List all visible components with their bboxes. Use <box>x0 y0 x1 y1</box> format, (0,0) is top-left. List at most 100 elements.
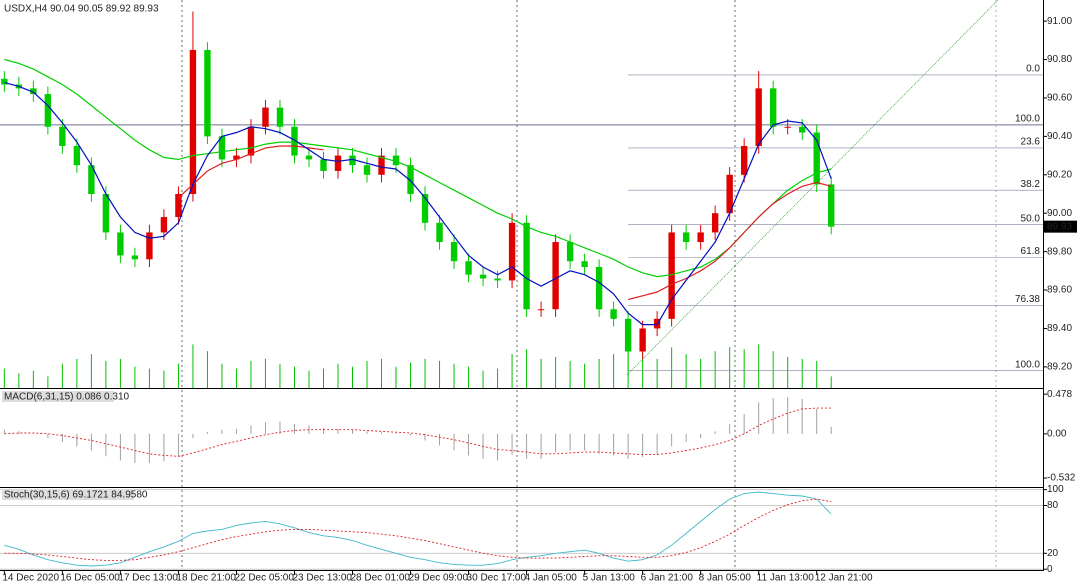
candle-body <box>407 165 414 194</box>
candle-body <box>668 232 675 319</box>
fib-label: 23.6 <box>1021 137 1041 148</box>
candle-body <box>552 242 559 310</box>
candle-body <box>595 266 603 310</box>
y-tick-label: 90.40 <box>1047 131 1072 142</box>
x-tick-label: 12 Jan 21:00 <box>815 573 873 584</box>
candle-body <box>828 184 835 227</box>
candle-body <box>624 318 632 352</box>
candle-body <box>465 261 472 275</box>
y-tick-label: 90.60 <box>1047 93 1072 104</box>
x-tick-label: 14 Dec 2020 <box>2 573 59 584</box>
indicator-line <box>177 145 832 301</box>
fib-label: 38.2 <box>1021 179 1041 190</box>
panel-title: USDX,H4 90.04 90.05 89.92 89.93 <box>4 4 159 15</box>
y-tick-label: -0.532 <box>1047 473 1076 484</box>
candle-body <box>711 213 719 233</box>
candle-body <box>218 136 226 160</box>
panel-title: MACD(6,31,15) 0.086 0.310 <box>4 392 130 403</box>
candle-body <box>131 255 139 260</box>
candle-body <box>682 232 690 243</box>
candle-body <box>421 194 429 223</box>
fib-label: 61.8 <box>1021 246 1041 257</box>
indicator-line <box>4 82 832 326</box>
y-tick-label: 89.40 <box>1047 323 1072 334</box>
x-tick-label: 28 Dec 01:00 <box>351 573 411 584</box>
candle-body <box>726 174 733 214</box>
y-tick-label: 90.20 <box>1047 169 1072 180</box>
last-price-box <box>1044 220 1077 233</box>
candle-body <box>392 155 400 166</box>
candle-body <box>363 165 371 175</box>
y-tick-label: 80 <box>1047 500 1059 511</box>
x-tick-label: 23 Dec 13:00 <box>292 573 352 584</box>
candle-body <box>378 155 385 175</box>
indicator-line <box>4 491 832 567</box>
fib-label: 0.0 <box>1026 64 1040 75</box>
candle-body <box>740 145 748 175</box>
candle-body <box>88 165 95 194</box>
candle-body <box>117 232 124 256</box>
candle-body <box>189 49 197 194</box>
x-tick-label: 16 Dec 05:00 <box>60 573 120 584</box>
candle-body <box>30 88 37 95</box>
last-price-label: 89.93 <box>1047 221 1072 232</box>
y-tick-label: 90.00 <box>1047 208 1072 219</box>
candle-body <box>262 107 269 127</box>
candle-body <box>320 159 327 171</box>
y-tick-label: 0.00 <box>1047 428 1067 439</box>
candle-body <box>813 132 820 185</box>
candle-body <box>44 94 52 127</box>
candle-body <box>450 242 458 262</box>
candle-body <box>160 217 168 233</box>
candle-body <box>247 126 255 156</box>
candle-body <box>769 88 777 127</box>
x-tick-label: 11 Jan 13:00 <box>757 573 815 584</box>
candle-body <box>566 242 574 262</box>
x-tick-label: 18 Dec 21:00 <box>176 573 236 584</box>
frames <box>0 0 1044 571</box>
y-tick-label: 91.00 <box>1047 16 1072 27</box>
candle-body <box>305 155 313 160</box>
candle-body <box>1 78 8 85</box>
x-tick-label: 17 Dec 13:00 <box>118 573 178 584</box>
y-tick-label: 89.80 <box>1047 246 1072 257</box>
candle-body <box>479 274 487 279</box>
y-tick-label: 89.20 <box>1047 362 1072 373</box>
candle-body <box>204 49 211 137</box>
candle-body <box>494 278 501 281</box>
indicator-line <box>4 498 832 561</box>
candle-body <box>102 194 110 233</box>
candle-body <box>799 126 806 133</box>
title-bg <box>2 391 114 402</box>
y-tick-label: 0 <box>1047 564 1053 575</box>
fib-label: 100.0 <box>1015 359 1040 370</box>
x-tick-label: 22 Dec 05:00 <box>234 573 294 584</box>
candle-body <box>755 88 762 146</box>
indicator-line <box>4 58 832 278</box>
fib-label: 76.38 <box>1015 294 1040 305</box>
y-tick-label: 90.80 <box>1047 54 1072 65</box>
candle-body <box>334 155 342 171</box>
x-tick-label: 5 Jan 13:00 <box>583 573 636 584</box>
x-tick-label: 29 Dec 09:00 <box>409 573 469 584</box>
y-tick-label: 20 <box>1047 548 1059 559</box>
candle-body <box>523 222 530 310</box>
candle-body <box>581 261 588 267</box>
panel-title: Stoch(30,15,6) 69.1721 84.9580 <box>4 490 148 501</box>
y-tick-label: 100 <box>1047 484 1064 495</box>
candle-body <box>639 328 646 352</box>
candle-body <box>508 222 516 281</box>
candle-body <box>73 145 81 166</box>
title-bg <box>2 489 134 500</box>
y-tick-label: 0.478 <box>1047 389 1072 400</box>
candle-body <box>537 309 545 311</box>
candle-body <box>175 194 182 218</box>
candle-body <box>610 309 617 319</box>
candle-body <box>276 107 284 127</box>
candle-body <box>291 126 298 156</box>
candle-body <box>146 232 153 260</box>
period-separators <box>181 0 997 570</box>
fib-label: 50.0 <box>1021 213 1041 224</box>
fib-label: 100.0 <box>1015 113 1040 124</box>
